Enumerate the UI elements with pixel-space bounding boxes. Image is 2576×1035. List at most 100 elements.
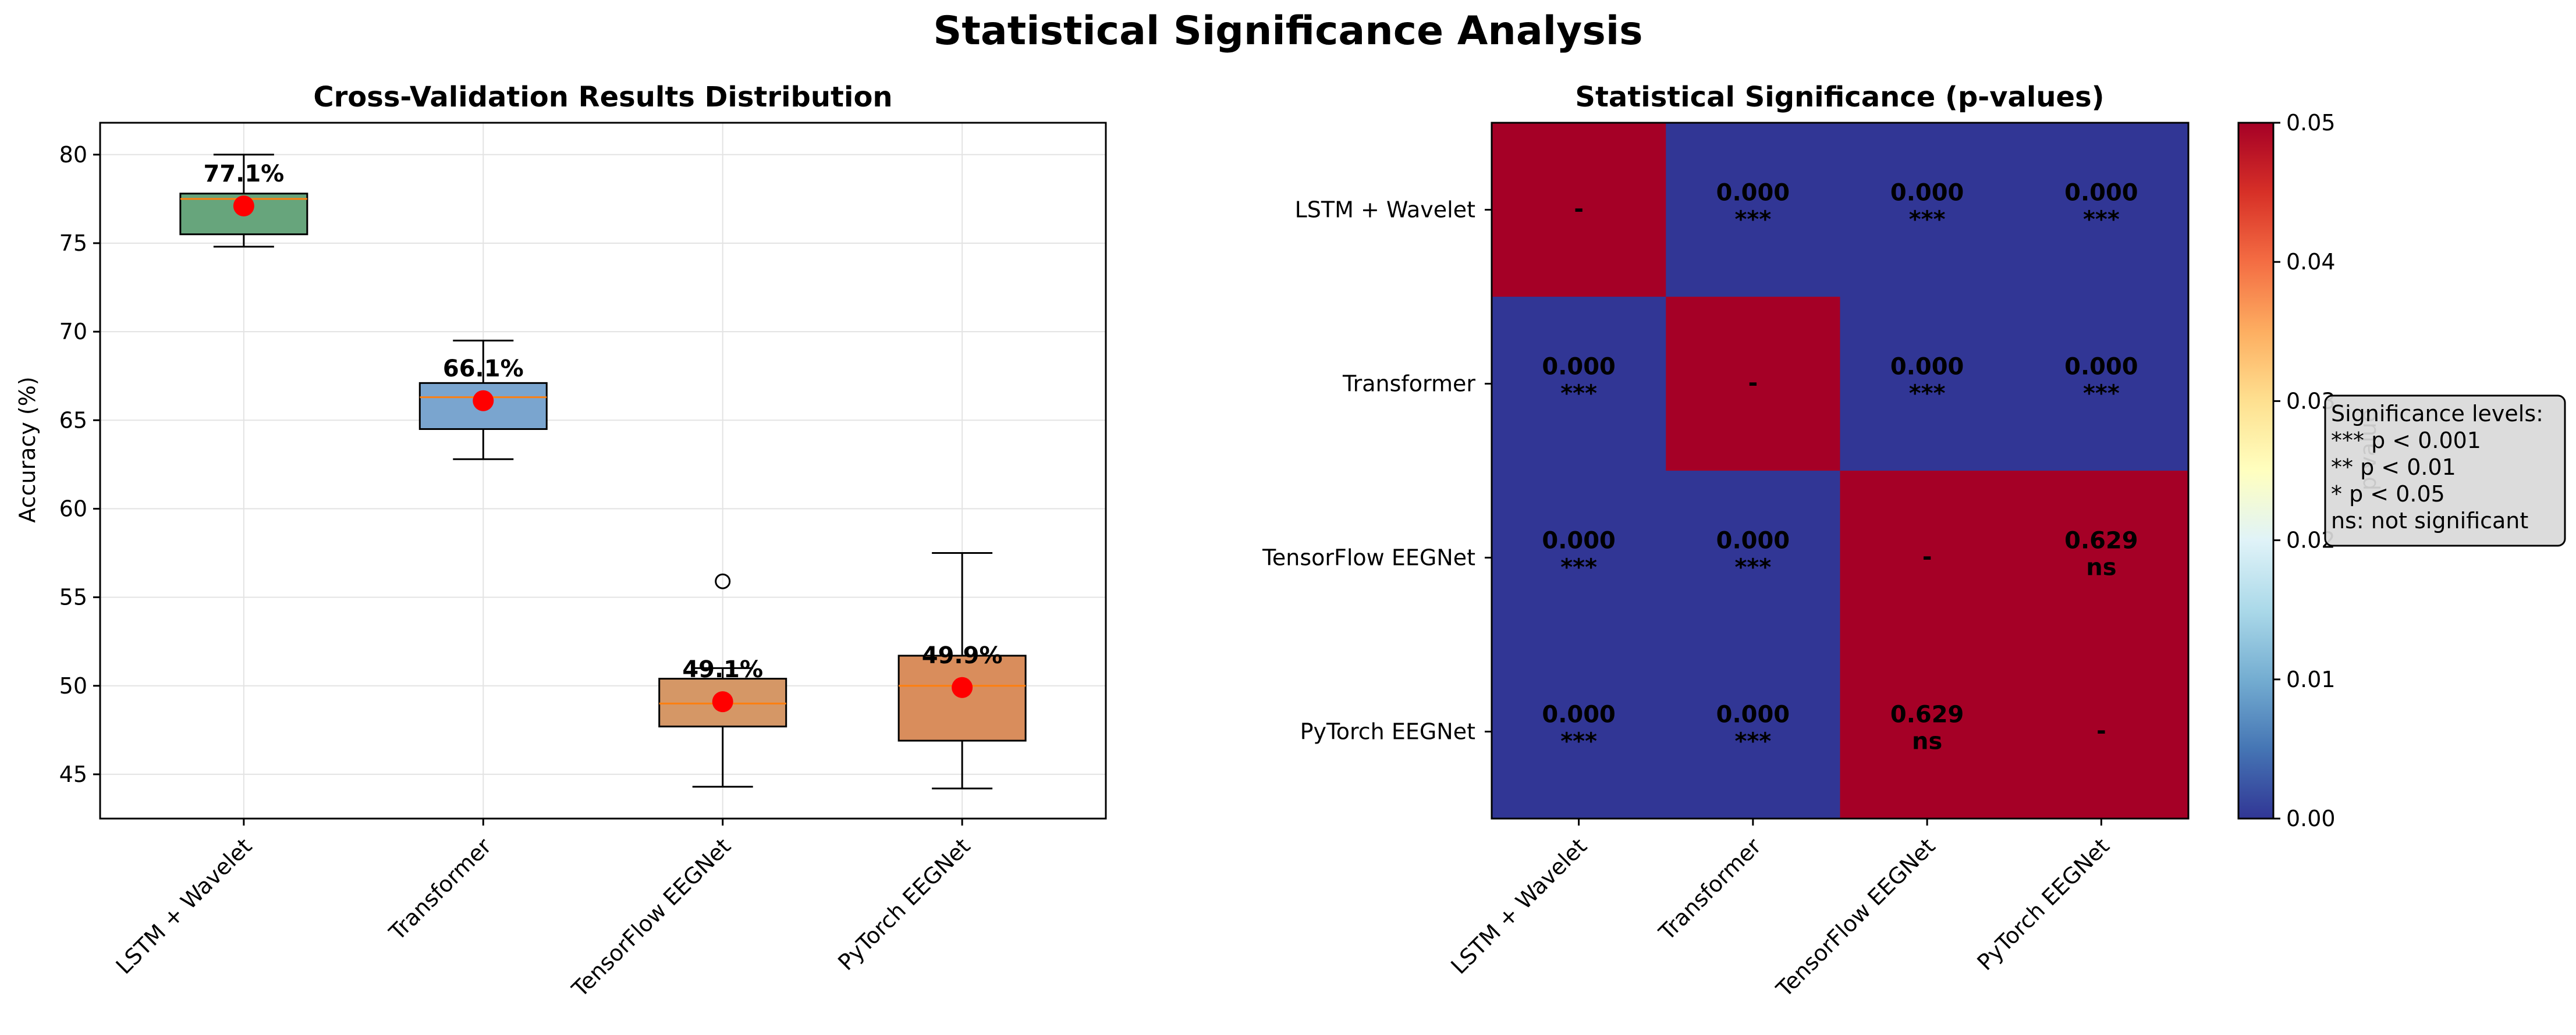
heatmap-cell (2014, 471, 2189, 645)
cell-significance: *** (1734, 728, 1771, 755)
row-label: Transformer (1342, 371, 1475, 397)
heatmap-cell (1492, 471, 1666, 645)
heatmap-cell (1840, 645, 2015, 819)
cell-label: - (1748, 370, 1758, 397)
cell-value: 0.000 (1716, 528, 1790, 554)
mean-marker (233, 195, 254, 217)
colorbar-tick-label: 0.05 (2286, 110, 2336, 136)
y-tick-label: 75 (59, 230, 87, 256)
legend-line: ns: not significant (2331, 508, 2528, 533)
x-tick-label: PyTorch EEGNet (833, 833, 975, 975)
figure-title: Statistical Significance Analysis (933, 8, 1642, 54)
boxplot-title: Cross-Validation Results Distribution (313, 81, 892, 113)
cell-label: - (1574, 196, 1584, 223)
col-label: Transformer (1654, 833, 1766, 945)
cell-significance: *** (2083, 207, 2120, 233)
col-label: LSTM + Wavelet (1446, 833, 1592, 979)
y-tick-label: 45 (59, 762, 87, 787)
boxplot-frame (99, 122, 1107, 820)
boxplot-grid (100, 123, 1106, 819)
mean-marker (952, 677, 973, 698)
cell-value: 0.000 (1890, 180, 1964, 207)
x-tick-label: TensorFlow EEGNet (567, 833, 736, 1002)
legend-box (2324, 394, 2566, 547)
heatmap-title: Statistical Significance (p-values) (1575, 81, 2104, 113)
x-ticks: LSTM + Wavelet Transformer TensorFlow EEGN… (111, 819, 975, 1002)
mean-label: 49.1% (682, 656, 763, 683)
mean-label: 77.1% (203, 161, 284, 187)
cell-label: - (1922, 544, 1932, 571)
heatmap-cell (1840, 471, 2015, 645)
row-label: TensorFlow EEGNet (1262, 545, 1475, 571)
col-label: TensorFlow EEGNet (1771, 833, 1940, 1002)
box (897, 655, 1027, 742)
outlier-point (715, 573, 731, 589)
cell-value: 0.000 (2064, 354, 2138, 380)
boxplot-chart: Cross-Validation Results Distribution Ac… (15, 81, 1107, 1002)
heatmap-cell (1492, 297, 1666, 471)
row-label: PyTorch EEGNet (1300, 719, 1475, 745)
cell-significance: ns (1912, 728, 1942, 755)
cell-significance: *** (1560, 728, 1597, 755)
box-group: 66.1% (418, 339, 548, 460)
mean-label: 66.1% (443, 355, 524, 382)
heatmap-cell (1666, 471, 1840, 645)
heatmap-cell (1666, 645, 1840, 819)
cell-label: - (2096, 718, 2106, 745)
box-group: 49.1% (658, 573, 787, 788)
y-tick-label: 65 (59, 407, 87, 433)
colorbar (2237, 122, 2275, 820)
legend-line: *** p < 0.001 (2331, 428, 2481, 453)
y-tick-label: 60 (59, 496, 87, 521)
y-tick-label: 55 (59, 585, 87, 610)
cell-significance: *** (1909, 380, 1946, 407)
box-group: 49.9% (897, 552, 1027, 789)
cell-value: 0.000 (1716, 180, 1790, 207)
cell-value: 0.000 (1890, 354, 1964, 380)
cell-value: 0.629 (1890, 702, 1964, 728)
cell-value: 0.000 (2064, 180, 2138, 207)
heatmap-cell (2014, 297, 2189, 471)
cell-significance: *** (1734, 554, 1771, 581)
y-tick-label: 70 (59, 319, 87, 344)
colorbar-tick-label: 0.01 (2286, 667, 2336, 692)
cell-significance: *** (2083, 380, 2120, 407)
heatmap-cell (1492, 645, 1666, 819)
y-ticks: 45 50 55 60 65 70 75 80 (59, 142, 100, 787)
x-tick-label: LSTM + Wavelet (111, 833, 257, 979)
cell-value: 0.629 (2064, 528, 2138, 554)
heatmap-cell (1840, 297, 2015, 471)
significance-legend: Significance levels: *** p < 0.001 ** p … (2324, 394, 2566, 547)
heatmap-chart: Statistical Significance (p-values) - 0.0… (1262, 81, 2566, 1002)
cell-value: 0.000 (1542, 702, 1616, 728)
heatmap-cell (1840, 123, 2015, 297)
heatmap-col-labels: LSTM + Wavelet Transformer TensorFlow EEGN… (1446, 819, 2114, 1002)
col-label: PyTorch EEGNet (1972, 833, 2114, 975)
legend-line: Significance levels: (2331, 401, 2543, 426)
heatmap-row-labels: LSTM + Wavelet Transformer TensorFlow EEGN… (1262, 197, 1492, 745)
colorbar-tick-label: 0.00 (2286, 806, 2336, 831)
heatmap-cell (2014, 645, 2189, 819)
cell-significance: *** (1560, 554, 1597, 581)
heatmap-cell (1492, 123, 1666, 297)
cell-significance: *** (1734, 207, 1771, 233)
cell-significance: *** (1560, 380, 1597, 407)
x-tick-label: Transformer (384, 833, 496, 945)
box-group: 77.1% (179, 154, 308, 248)
heatmap-cell (1666, 297, 1840, 471)
cell-significance: *** (1909, 207, 1946, 233)
heatmap-frame (1491, 122, 2190, 820)
mean-marker (712, 691, 733, 713)
cell-significance: ns (2086, 554, 2116, 581)
legend-line: * p < 0.05 (2331, 481, 2445, 507)
cell-value: 0.000 (1716, 702, 1790, 728)
colorbar-ticks: 0.000.010.020.030.040.05 (2273, 110, 2336, 831)
heatmap-cell (2014, 123, 2189, 297)
y-tick-label: 80 (59, 142, 87, 168)
cell-value: 0.000 (1542, 354, 1616, 380)
y-axis-label: Accuracy (%) (15, 376, 40, 522)
y-tick-label: 50 (59, 673, 87, 699)
mean-label: 49.9% (922, 642, 1003, 669)
row-label: LSTM + Wavelet (1295, 197, 1475, 223)
